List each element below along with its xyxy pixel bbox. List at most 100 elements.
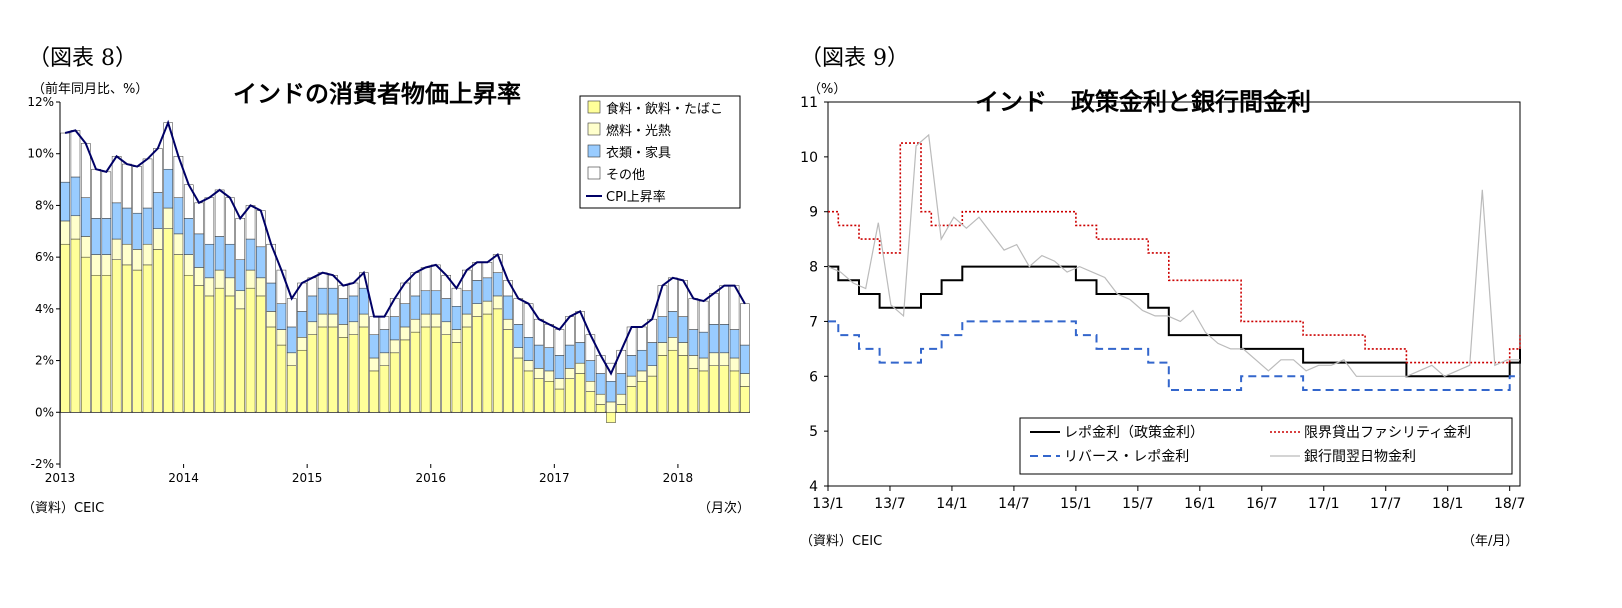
left-bar-food xyxy=(80,256,91,413)
left-y-tick-label: 10% xyxy=(27,147,54,161)
left-bar-clothing xyxy=(266,282,276,312)
left-bar-clothing xyxy=(70,176,81,217)
left-bar-food xyxy=(389,352,400,413)
left-bar-fuel xyxy=(544,370,554,382)
right-y-tick-label: 11 xyxy=(800,95,818,111)
right-xaxis-unit: （年/月） xyxy=(1462,534,1519,549)
right-x-tick-label: 13/7 xyxy=(874,496,905,512)
left-bar-other xyxy=(286,298,297,328)
left-bar-other xyxy=(142,158,153,209)
left-bar-food xyxy=(472,316,482,413)
left-bar-clothing xyxy=(194,233,204,268)
right-y-tick-label: 4 xyxy=(809,479,818,495)
right-x-tick-label: 14/7 xyxy=(998,496,1029,512)
left-bar-clothing xyxy=(60,181,70,222)
left-bar-other xyxy=(626,326,637,356)
left-bar-other xyxy=(709,293,719,325)
left-bar-other xyxy=(637,326,647,351)
right-y-tick-label: 7 xyxy=(809,314,818,330)
left-bar-other xyxy=(585,334,596,361)
left-bar-fuel xyxy=(153,228,163,250)
right-legend-label: 限界貸出ファシリティ金利 xyxy=(1304,425,1471,441)
left-bar-food xyxy=(70,238,81,413)
left-bar-fuel xyxy=(740,373,750,387)
left-bar-other xyxy=(101,171,112,219)
left-legend-box xyxy=(579,95,741,209)
left-bar-fuel xyxy=(317,313,328,328)
left-bar-fuel xyxy=(698,357,709,372)
right-y-tick-label: 10 xyxy=(800,150,818,166)
left-bar-fuel xyxy=(286,352,297,366)
left-bar-food xyxy=(729,370,740,413)
left-bar-other xyxy=(482,262,493,279)
right-y-tick-label: 6 xyxy=(809,369,818,385)
left-bar-food xyxy=(359,326,369,413)
left-bar-fuel xyxy=(451,329,462,343)
right-x-tick-label: 17/1 xyxy=(1308,496,1339,512)
left-bar-other xyxy=(657,285,668,317)
left-bar-food xyxy=(111,259,122,413)
right-line-reverse xyxy=(828,320,1520,391)
left-bar-other xyxy=(451,287,462,307)
left-bar-food xyxy=(554,388,565,413)
right-x-tick-label: 16/7 xyxy=(1246,496,1277,512)
left-legend-label: 燃料・光熱 xyxy=(606,123,671,139)
left-bar-clothing xyxy=(328,287,338,315)
left-bar-fuel xyxy=(266,311,276,328)
left-bar-food xyxy=(441,334,451,413)
left-bar-fuel xyxy=(688,355,699,369)
left-bar-clothing xyxy=(626,355,637,377)
left-bar-food xyxy=(410,331,421,413)
left-bar-food xyxy=(667,349,678,413)
left-bar-other xyxy=(667,277,678,312)
left-bar-clothing xyxy=(729,329,740,359)
right-legend-label: リバース・レポ金利 xyxy=(1064,449,1189,465)
left-bar-food xyxy=(688,368,699,413)
left-bar-clothing xyxy=(153,192,163,229)
right-x-tick-label: 13/1 xyxy=(812,496,843,512)
left-bar-clothing xyxy=(688,329,699,356)
fig8-label: （図表 8） xyxy=(28,46,137,71)
left-x-tick-label: 2017 xyxy=(539,471,570,485)
left-bar-clothing xyxy=(297,311,307,338)
left-bar-fuel xyxy=(225,277,235,297)
left-bar-other xyxy=(369,316,379,335)
left-cpi-chart: -2% 0% 2% 4% 6% 8% 10% 12% 2013 2014 2015 2016 2017 2… xyxy=(27,95,750,485)
left-bar-food xyxy=(91,274,101,413)
left-bar-clothing xyxy=(214,236,225,271)
left-bar-fuel xyxy=(554,378,565,390)
left-bar-food xyxy=(585,391,596,413)
right-x-tick-label: 14/1 xyxy=(936,496,967,512)
left-bar-clothing xyxy=(111,202,122,240)
left-bar-fuel xyxy=(173,233,184,255)
left-bar-food xyxy=(225,295,235,413)
left-bar-fuel xyxy=(595,393,606,405)
right-legend-box xyxy=(1019,417,1513,475)
left-bar-clothing xyxy=(503,295,513,320)
left-bar-fuel xyxy=(492,295,503,310)
left-bar-food xyxy=(132,269,143,413)
left-bar-fuel xyxy=(122,243,132,266)
left-bar-clothing xyxy=(235,259,246,292)
left-bar-food xyxy=(369,370,379,413)
left-bar-fuel xyxy=(379,352,390,366)
left-bar-fuel xyxy=(111,238,122,260)
left-bar-clothing xyxy=(492,272,503,297)
left-bar-food xyxy=(235,308,246,413)
left-bar-clothing xyxy=(101,218,112,255)
left-bar-food xyxy=(740,386,750,413)
right-line-msf xyxy=(828,142,1521,364)
right-rate-chart: 4 5 6 7 8 9 10 11 13/1 13/7 14/1 14/7 15/1 15/7 16/1 16… xyxy=(800,95,1525,512)
left-legend-swatch xyxy=(587,122,601,136)
left-bar-food xyxy=(482,313,493,413)
left-bar-clothing xyxy=(307,295,318,323)
right-x-tick-label: 18/1 xyxy=(1432,496,1463,512)
left-unit-label: （前年同月比、%） xyxy=(32,82,149,97)
left-bar-fuel xyxy=(482,300,493,315)
left-x-tick-label: 2015 xyxy=(292,471,323,485)
left-bar-fuel xyxy=(389,339,400,354)
left-bar-food xyxy=(575,373,585,413)
left-bar-clothing xyxy=(420,290,431,315)
left-bar-clothing xyxy=(678,316,688,343)
left-bar-fuel xyxy=(431,313,441,328)
